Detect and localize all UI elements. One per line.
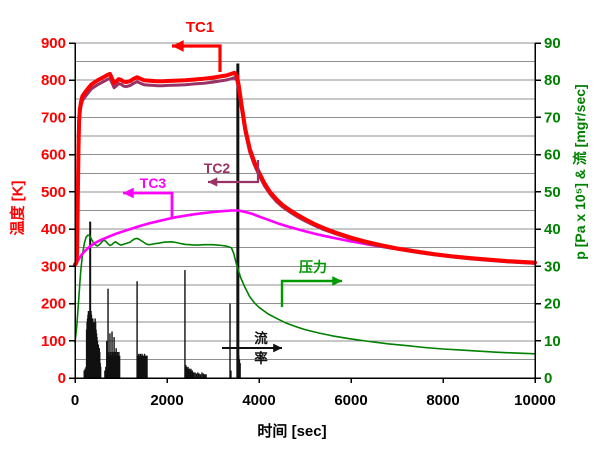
y-right-tick-label: 30 (544, 258, 561, 275)
annotation-line-TC2 (208, 160, 260, 184)
y-left-tick-label: 500 (41, 184, 66, 201)
axes (69, 42, 541, 383)
y-left-tick-label: 800 (41, 72, 66, 89)
y-right-tick-label: 10 (544, 333, 561, 350)
y-left-tick-label: 200 (41, 296, 66, 313)
annotation-line-压力 (280, 279, 342, 307)
arrowhead-icon (208, 177, 218, 187)
annotation-label-压力: 压力 (299, 259, 327, 275)
y-left-tick-label: 700 (41, 109, 66, 126)
annotation-label-流率: 流 (254, 330, 268, 346)
arrowhead-icon (123, 187, 134, 199)
annotation-line-TC3 (123, 191, 174, 218)
y-right-tick-label: 60 (544, 147, 561, 164)
series-TC2 (73, 76, 537, 268)
y-right-tick-label: 70 (544, 109, 561, 126)
y-left-tick-label: 100 (41, 333, 66, 350)
y-left-axis-title: 温度 [K] (8, 181, 26, 236)
arrowhead-icon (273, 343, 282, 353)
x-tick-label: 2000 (150, 392, 183, 409)
y-left-tick-label: 0 (58, 370, 66, 387)
flow-rate-spikes-series (83, 63, 241, 378)
y-right-tick-label: 90 (544, 35, 561, 52)
series-TC1 (73, 70, 537, 267)
arrowhead-icon (332, 276, 342, 286)
annotation-label-TC3: TC3 (140, 175, 167, 191)
x-tick-label: 4000 (242, 392, 275, 409)
series-压力 (74, 234, 536, 355)
y-right-axis-title: p [Pa x 10⁵] & 流 [mgr/sec] (572, 84, 588, 259)
gridlines (75, 42, 535, 360)
x-axis-title: 时间 [sec] (257, 422, 326, 440)
annotation-line-TC1 (172, 44, 222, 72)
x-tick-label: 0 (71, 392, 79, 409)
x-tick-label: 6000 (334, 392, 367, 409)
annotation-label-TC1: TC1 (186, 19, 214, 36)
curve-series (73, 70, 537, 355)
tick-labels: 0 2000 4000 6000 8000 10000010020030040050060… (41, 35, 561, 409)
y-right-tick-label: 80 (544, 72, 561, 89)
y-left-tick-label: 300 (41, 258, 66, 275)
arrowhead-icon (172, 40, 184, 52)
y-right-tick-label: 0 (544, 370, 552, 387)
y-left-tick-label: 900 (41, 35, 66, 52)
x-tick-label: 8000 (426, 392, 459, 409)
annotation-label-流率: 率 (254, 350, 268, 366)
y-left-tick-label: 600 (41, 147, 66, 164)
y-left-tick-label: 400 (41, 221, 66, 238)
y-right-tick-label: 20 (544, 296, 561, 313)
y-right-tick-label: 40 (544, 221, 561, 238)
x-tick-label: 10000 (514, 392, 556, 409)
annotation-label-TC2: TC2 (204, 160, 231, 176)
y-right-tick-label: 50 (544, 184, 561, 201)
